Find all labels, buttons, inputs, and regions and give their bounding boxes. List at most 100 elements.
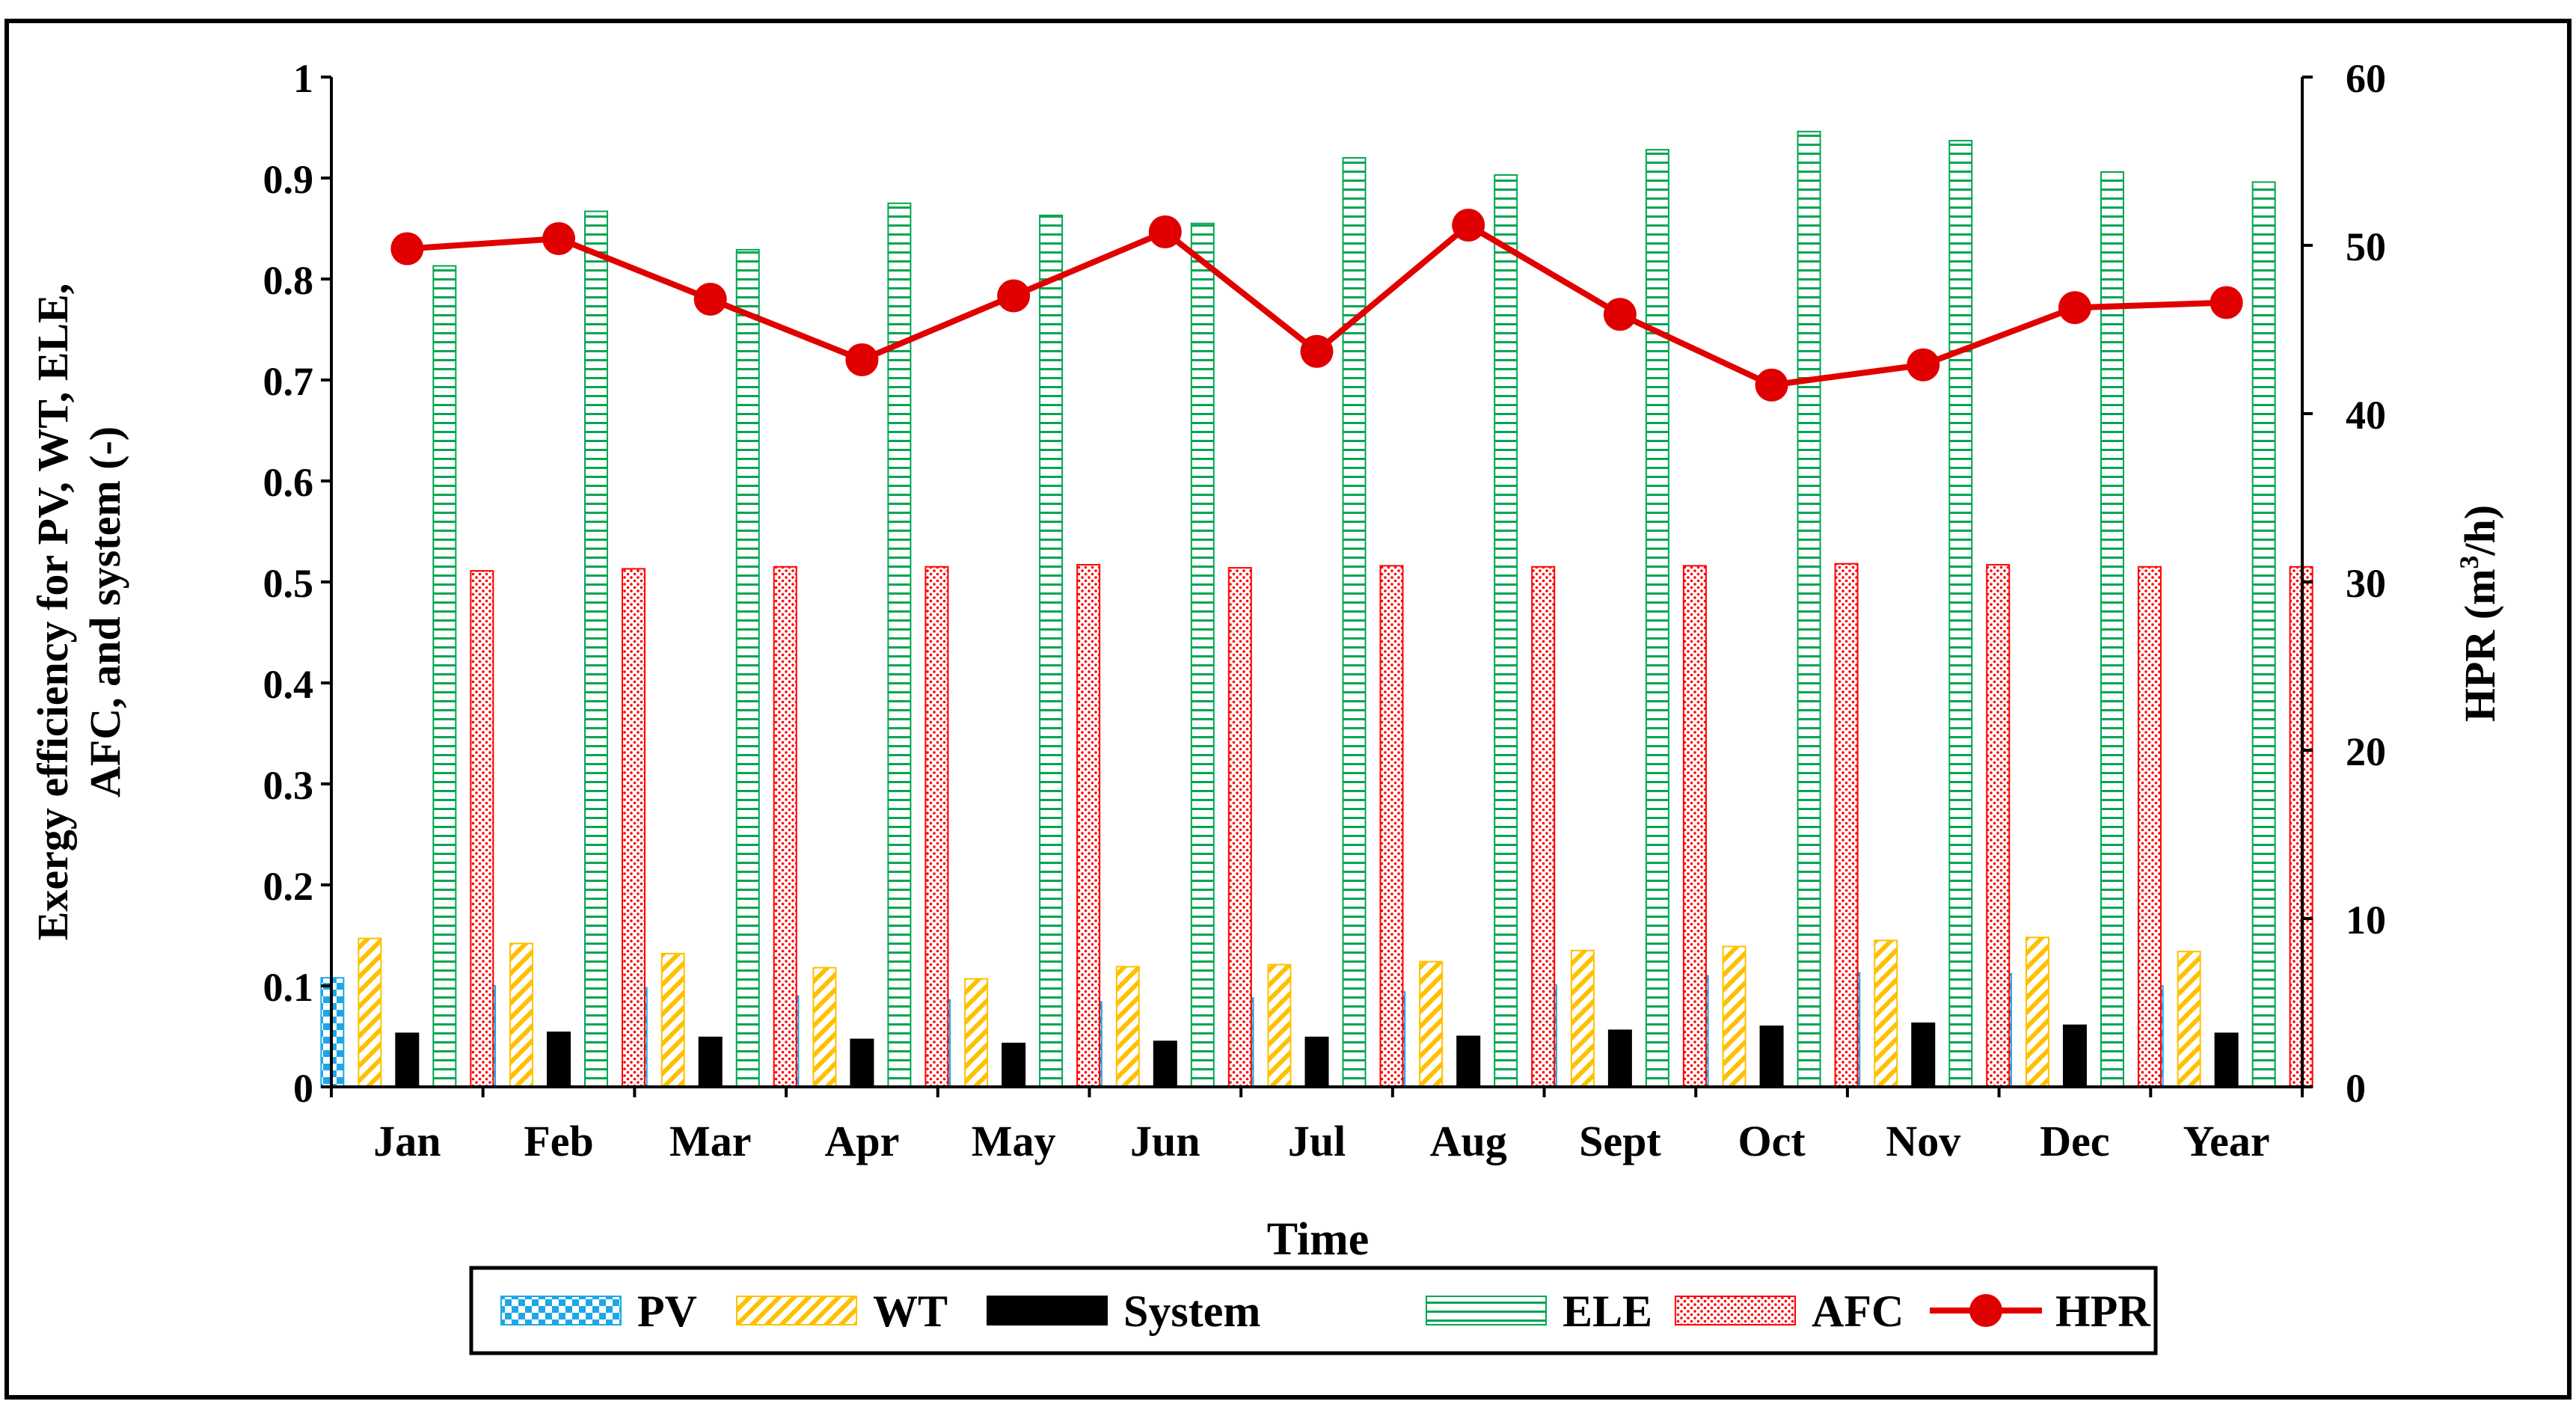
x-tick-label: Nov xyxy=(1886,1117,1960,1165)
x-tick-label: Feb xyxy=(524,1117,593,1165)
bar-ele-sept xyxy=(1645,149,1669,1088)
legend-label: WT xyxy=(873,1287,948,1336)
bar-wt-feb xyxy=(509,943,534,1088)
x-tick-label: Jun xyxy=(1130,1117,1200,1165)
x-tick-label: Aug xyxy=(1430,1117,1507,1165)
bar-ele-dec xyxy=(2100,171,2124,1088)
legend-label: HPR xyxy=(2055,1287,2150,1336)
hpr-point-sept xyxy=(1603,298,1637,331)
outer-border xyxy=(4,19,2572,1400)
bar-sys-jan xyxy=(395,1032,420,1088)
legend-swatch xyxy=(1675,1296,1796,1325)
bar-wt-jan xyxy=(358,937,382,1088)
x-tick-label: Jul xyxy=(1288,1117,1346,1165)
bar-afc-apr xyxy=(924,566,949,1088)
hpr-point-jul xyxy=(1300,334,1334,368)
y-tick-label: 0.9 xyxy=(263,157,314,202)
bar-afc-oct xyxy=(1834,563,1859,1088)
y2-tick-label: 20 xyxy=(2346,729,2386,774)
bar-sys-may xyxy=(1002,1042,1026,1088)
y2-axis-title-tail: /h) xyxy=(2456,505,2504,557)
bar-wt-sept xyxy=(1570,949,1595,1088)
bar-wt-jul xyxy=(1267,963,1292,1088)
legend-item-afc: AFC xyxy=(1675,1287,1904,1336)
bar-ele-apr xyxy=(887,202,912,1088)
axes-group: 00.10.20.30.40.50.60.70.80.9101020304050… xyxy=(263,56,2387,1165)
bar-sys-jul xyxy=(1304,1036,1329,1088)
bar-ele-aug xyxy=(1494,174,1518,1088)
legend-swatch xyxy=(987,1296,1108,1325)
legend-item-pv: PV xyxy=(500,1287,697,1336)
bar-ele-oct xyxy=(1797,130,1821,1088)
hpr-point-dec xyxy=(2058,291,2091,325)
y2-tick-label: 50 xyxy=(2346,224,2386,269)
y-axis-title-line-1: Exergy efficiency for PV, WT, ELE, xyxy=(28,283,77,941)
bar-wt-jun xyxy=(1115,966,1140,1088)
y2-tick-label: 0 xyxy=(2346,1066,2366,1111)
x-tick-label: Year xyxy=(2183,1117,2270,1165)
bar-ele-may xyxy=(1039,214,1064,1088)
bar-sys-year xyxy=(2214,1032,2239,1088)
bar-sys-jun xyxy=(1153,1040,1177,1088)
bar-wt-apr xyxy=(812,966,837,1088)
bar-wt-oct xyxy=(1722,945,1747,1088)
bar-afc-dec xyxy=(2137,566,2162,1088)
legend-swatch xyxy=(736,1296,857,1325)
bar-afc-nov xyxy=(1986,564,2011,1088)
legend-swatch xyxy=(1426,1296,1547,1325)
y-axis-title-line-2: AFC, and system (-) xyxy=(81,426,129,797)
series-sys xyxy=(395,1022,2239,1088)
y-tick-label: 0.6 xyxy=(263,460,314,505)
series-wt xyxy=(358,937,2201,1088)
bar-sys-aug xyxy=(1456,1035,1481,1088)
y-tick-label: 0.1 xyxy=(263,965,314,1010)
bar-sys-feb xyxy=(547,1032,571,1088)
y2-axis-title-main: HPR (m xyxy=(2456,569,2504,723)
hpr-point-jun xyxy=(1148,215,1182,248)
bar-sys-apr xyxy=(850,1038,874,1088)
hpr-line-group xyxy=(390,209,2243,402)
legend-item-ele: ELE xyxy=(1426,1287,1652,1336)
legend-item-line: HPR xyxy=(1930,1287,2150,1336)
y2-tick-label: 10 xyxy=(2346,898,2386,943)
hpr-point-may xyxy=(997,279,1031,313)
hpr-point-nov xyxy=(1907,348,1940,381)
legend-item-sys: System xyxy=(987,1287,1260,1336)
y-axis-title: Exergy efficiency for PV, WT, ELE, AFC, … xyxy=(28,283,129,941)
bar-ele-jul xyxy=(1342,157,1367,1088)
bar-ele-year xyxy=(2251,181,2276,1088)
bar-afc-may xyxy=(1076,564,1101,1088)
hpr-point-mar xyxy=(693,283,727,316)
legend-label: System xyxy=(1123,1287,1260,1336)
x-tick-label: May xyxy=(972,1117,1056,1165)
y-tick-label: 0.3 xyxy=(263,763,314,808)
bar-wt-dec xyxy=(2025,937,2049,1088)
bar-sys-oct xyxy=(1759,1026,1784,1088)
bar-ele-mar xyxy=(735,248,760,1088)
series-afc xyxy=(470,563,2313,1088)
hpr-point-aug xyxy=(1452,209,1485,242)
bar-afc-mar xyxy=(773,566,797,1088)
bar-wt-aug xyxy=(1419,960,1444,1088)
legend-label: AFC xyxy=(1812,1287,1904,1336)
y2-tick-label: 30 xyxy=(2346,561,2386,606)
x-tick-label: Apr xyxy=(824,1117,899,1165)
legend-marker-swatch xyxy=(1969,1294,2002,1327)
legend-label: PV xyxy=(637,1287,697,1336)
x-tick-label: Jan xyxy=(373,1117,441,1165)
y-tick-label: 0.8 xyxy=(263,258,314,303)
legend-item-wt: WT xyxy=(736,1287,948,1336)
y-tick-label: 0 xyxy=(293,1066,313,1111)
y2-axis-title: HPR (m3/h) xyxy=(2454,505,2504,722)
hpr-point-jan xyxy=(390,232,424,266)
bar-afc-feb xyxy=(622,568,646,1088)
bar-afc-sept xyxy=(1682,565,1707,1088)
y-tick-label: 0.4 xyxy=(263,662,314,707)
bar-ele-feb xyxy=(584,210,609,1088)
y-tick-label: 1 xyxy=(293,56,313,101)
plot-background xyxy=(331,77,2302,1087)
bar-sys-sept xyxy=(1607,1029,1632,1088)
bar-afc-aug xyxy=(1531,566,1556,1088)
